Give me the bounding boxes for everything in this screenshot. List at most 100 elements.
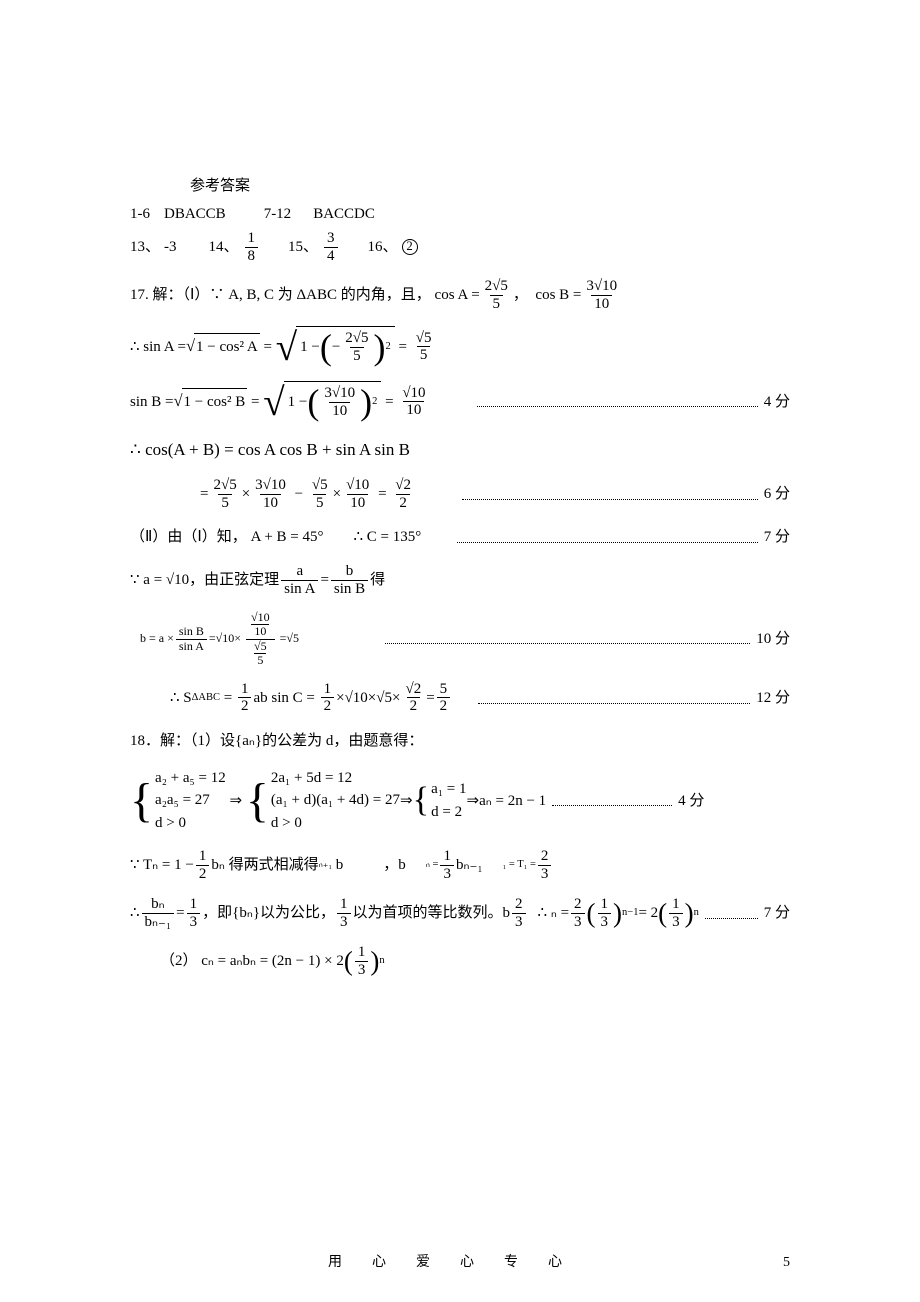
n-plus-1: ₙ₊₁ xyxy=(319,857,332,874)
q18-part2: （2） cₙ = aₙbₙ = (2n − 1) × 2 ( 13 ) n xyxy=(130,944,790,978)
sqrt2-den: 2 xyxy=(407,697,421,715)
cosA-label: cos A = xyxy=(435,283,480,307)
cosB-num: 3√10 xyxy=(583,278,620,295)
one-minus-2: 1 − xyxy=(288,390,308,414)
q17-line1: 17. 解：（Ⅰ）∵ A, B, C 为 ΔABC 的内角，且， cos A =… xyxy=(130,278,790,312)
sqrt-2: 1 − cos² B xyxy=(173,388,247,414)
t2b-num: √10 xyxy=(343,477,372,494)
bn-formula-pre: ∴ ₙ = xyxy=(538,901,569,925)
p2-label: （2） xyxy=(160,949,198,973)
q14-den: 8 xyxy=(245,247,259,265)
bot-den: 5 xyxy=(254,653,266,667)
law-sinB: sin B xyxy=(331,580,368,598)
area-sub: ΔABC xyxy=(192,690,220,707)
q18-Tn: ∵ Tₙ = 1 − 12 bₙ 得两式相减得 ₙ₊₁ b ，b ₙ = 13 … xyxy=(130,848,790,882)
2-3-den-2: 3 xyxy=(512,913,526,931)
sqrt-tall-1: 1 − ( − 2√5 5 ) 2 xyxy=(276,326,395,367)
b-result: √5 xyxy=(286,629,299,648)
t2a-num: √5 xyxy=(309,477,331,494)
q17-bcalc: b = a × sin Bsin A = √10 × √1010 √55 = √… xyxy=(130,611,790,667)
a-eq: a = √10 xyxy=(143,568,189,592)
sqrt-1: 1 − cos² A xyxy=(186,333,260,359)
third-num: 1 xyxy=(440,848,454,865)
ab-sinC: ab sin C xyxy=(253,686,302,710)
law-a: a xyxy=(293,563,306,580)
coef-den: 3 xyxy=(571,913,585,931)
eq-2: = xyxy=(385,390,393,414)
Tn-bn: bₙ xyxy=(211,853,224,877)
13-den-3: 3 xyxy=(355,961,369,979)
q17-sinB: sin B = 1 − cos² B = 1 − ( 3√10 10 ) 2 =… xyxy=(130,381,790,422)
cosA-den: 5 xyxy=(490,295,504,313)
one-minus-cos2B: 1 − cos² B xyxy=(182,388,248,414)
Ceq: ∴ C = 135° xyxy=(354,525,422,549)
cosA-sq-den: 5 xyxy=(350,347,364,365)
neg: − xyxy=(332,335,340,359)
q14-frac: 1 8 xyxy=(245,230,259,264)
exp-n: n xyxy=(694,905,699,922)
law-sinA: sin A xyxy=(281,580,318,598)
sys1-l2: a₂a₅ = 27 xyxy=(155,789,226,812)
one-minus-cos2A: 1 − cos² A xyxy=(194,333,260,359)
q17-cosAB: ∴ cos(A + B) = cos A cos B + sin A sin B xyxy=(130,436,790,463)
q16-label: 16、 xyxy=(368,235,398,259)
top-num: √10 xyxy=(248,611,273,624)
score-7: 7 分 xyxy=(764,525,790,549)
text2: 以为首项的等比数列。b xyxy=(353,901,511,925)
13-den-2: 3 xyxy=(669,913,683,931)
times-1: × xyxy=(242,482,250,506)
q17-part2: （Ⅱ）由（Ⅰ）知， A + B = 45° ∴ C = 135° 7 分 xyxy=(130,525,790,549)
sys2-l2: (a₁ + d)(a₁ + 4d) = 27 xyxy=(271,789,400,812)
q17-cosAB-expand: = 2√55 × 3√1010 − √55 × √1010 = √22 6 分 xyxy=(130,477,790,511)
arrow-2: ⇒ xyxy=(400,789,413,813)
2-3-num: 2 xyxy=(538,848,552,865)
sys3-l1: a₁ = 1 xyxy=(431,778,466,801)
ji-text: ，即{bₙ}以为公比， xyxy=(202,901,335,925)
mc-answers-1: DBACCB xyxy=(164,202,226,226)
motto-b: 爱心 xyxy=(416,1255,504,1270)
cosB-den: 10 xyxy=(591,295,612,313)
13-num-3: 1 xyxy=(355,944,369,961)
q17-abc: A, B, C xyxy=(228,283,274,307)
five-num: 5 xyxy=(437,681,451,698)
t1a-num: 2√5 xyxy=(210,477,239,494)
sinA-label: sin A = xyxy=(143,335,186,359)
cosA-sq-num: 2√5 xyxy=(342,330,371,347)
sinB-label: sin B = xyxy=(130,390,173,414)
cosB-sq-frac: 3√10 10 xyxy=(321,385,358,419)
third-num-2: 1 xyxy=(187,896,201,913)
bot-num: √5 xyxy=(251,640,270,653)
third-den-2: 3 xyxy=(187,913,201,931)
therefore-1: ∴ xyxy=(130,335,140,359)
q17-prefix: 17. 解：（Ⅰ）∵ xyxy=(130,283,224,307)
q15-label: 15、 xyxy=(288,235,318,259)
score-4: 4 分 xyxy=(764,390,790,414)
t2b-den: 10 xyxy=(347,494,368,512)
area-prefix: ∴ S xyxy=(170,686,192,710)
sqrt5-1: √5 xyxy=(376,686,392,710)
top-den: 10 xyxy=(251,624,269,638)
law-text: ，由正弦定理 xyxy=(189,568,279,592)
sinA-frac: √5 5 xyxy=(413,330,435,364)
exp-n-2: n xyxy=(379,953,384,970)
comma-b: ，b xyxy=(383,853,406,877)
Tn-half-den: 2 xyxy=(196,865,210,883)
sys1-l3: d > 0 xyxy=(155,812,226,835)
q18-text1: 的公差为 d，由题意得： xyxy=(262,729,423,753)
half-num-2: 1 xyxy=(321,681,335,698)
sqrt2-num: √2 xyxy=(402,681,424,698)
dots-10 xyxy=(385,634,750,643)
13-num: 1 xyxy=(598,896,612,913)
t2a-den: 5 xyxy=(313,494,327,512)
sys2-l3: d > 0 xyxy=(271,812,400,835)
sinB-den: 10 xyxy=(403,401,424,419)
square-exp-2: 2 xyxy=(372,394,377,411)
law-b: b xyxy=(343,563,357,580)
13-num-2: 1 xyxy=(669,896,683,913)
ABsum: A + B = 45° xyxy=(251,525,324,549)
sinA-num: √5 xyxy=(413,330,435,347)
cosA-frac: 2√5 5 xyxy=(482,278,511,312)
dots-6 xyxy=(462,488,758,500)
third-num-3: 1 xyxy=(337,896,351,913)
ratio-num: bₙ xyxy=(148,896,167,913)
